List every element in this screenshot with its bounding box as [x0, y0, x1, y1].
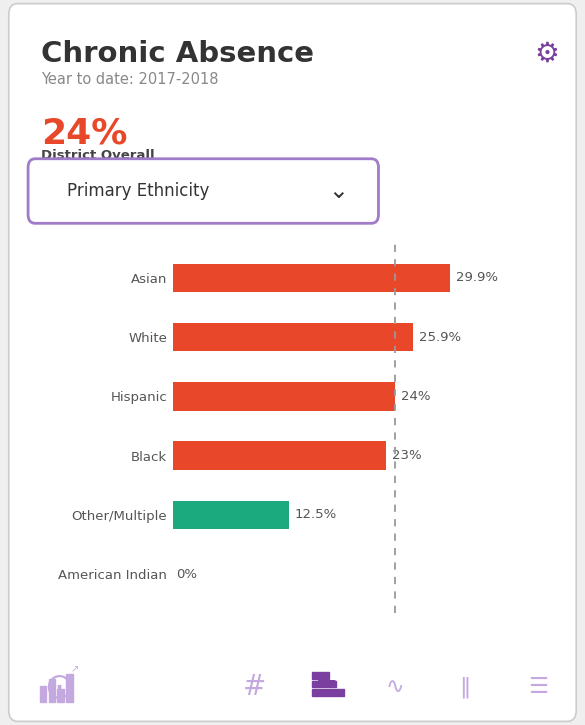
Text: ‖: ‖ [459, 676, 471, 698]
Text: 25.9%: 25.9% [419, 331, 461, 344]
Text: Year to date: 2017-2018: Year to date: 2017-2018 [41, 72, 218, 88]
Text: Chronic Absence: Chronic Absence [41, 40, 314, 68]
Bar [173, 442, 386, 470]
Text: ∿: ∿ [386, 677, 404, 697]
Text: ≡: ≡ [315, 674, 338, 701]
Text: ⌄: ⌄ [328, 178, 348, 203]
Bar [312, 689, 344, 696]
Bar [173, 323, 413, 352]
Text: ☰: ☰ [528, 677, 548, 697]
Bar [173, 500, 288, 529]
Text: ⨀: ⨀ [46, 675, 71, 700]
Bar [57, 689, 64, 702]
Text: ↗: ↗ [70, 664, 78, 674]
Bar [49, 679, 55, 702]
Bar [66, 674, 73, 702]
Bar [173, 382, 395, 410]
Text: 0%: 0% [176, 568, 197, 581]
Bar [312, 681, 336, 687]
Text: 24%: 24% [41, 116, 128, 150]
Text: ⚙: ⚙ [535, 40, 559, 68]
Text: 29.9%: 29.9% [456, 271, 498, 284]
Text: #: # [243, 674, 266, 701]
Text: 23%: 23% [392, 449, 421, 462]
Bar [173, 264, 450, 292]
Bar [40, 686, 46, 702]
FancyBboxPatch shape [28, 159, 378, 223]
Text: District Overall: District Overall [41, 149, 154, 162]
Text: 12.5%: 12.5% [294, 508, 336, 521]
Bar [312, 672, 329, 679]
Text: 24%: 24% [401, 390, 431, 403]
Text: Primary Ethnicity: Primary Ethnicity [67, 182, 209, 199]
FancyBboxPatch shape [9, 4, 576, 721]
